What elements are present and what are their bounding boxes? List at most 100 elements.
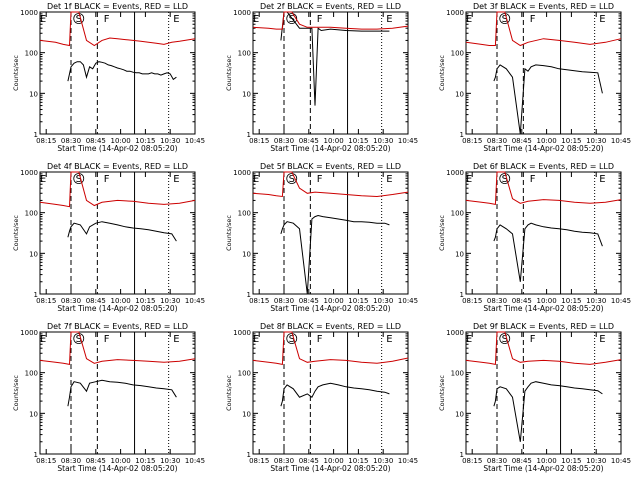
y-tick-label: 100: [25, 50, 38, 58]
series-line-2: [39, 11, 196, 47]
series-line-2: [252, 11, 409, 30]
y-tick-label: 1000: [20, 329, 38, 337]
x-tick-label: 08:15: [462, 137, 482, 145]
x-tick-label: 08:30: [61, 137, 81, 145]
y-tick-label: 10: [242, 410, 251, 418]
x-tick-label: 08:45: [86, 137, 106, 145]
y-tick-label: 10: [242, 250, 251, 258]
x-tick-label: 10:30: [586, 137, 606, 145]
chart-title: Det 7f BLACK = Events, RED = LLD: [47, 322, 188, 331]
x-tick-label: 10:15: [135, 297, 155, 305]
y-tick-label: 100: [451, 50, 464, 58]
x-tick-label: 10:15: [561, 137, 581, 145]
y-tick-label: 10: [455, 410, 464, 418]
x-axis-label: Start Time (14-Apr-02 08:05:20): [483, 304, 603, 313]
event-marker: F: [530, 334, 536, 345]
x-tick-label: 10:45: [611, 297, 631, 305]
x-tick-label: 10:00: [324, 137, 344, 145]
y-axis-label: Counts/sec: [225, 55, 233, 91]
x-tick-label: 10:45: [185, 137, 205, 145]
event-marker-circle: [286, 13, 298, 24]
y-tick-label: 1000: [20, 9, 38, 17]
series-line-1: [493, 64, 603, 135]
x-tick-label: 08:45: [512, 457, 532, 465]
y-tick-label: 1: [247, 291, 251, 299]
event-marker: E: [466, 14, 472, 25]
x-tick-label: 10:00: [111, 457, 131, 465]
event-marker: F: [317, 334, 323, 345]
series-line-1: [280, 11, 390, 106]
chart-title: Det 1f BLACK = Events, RED = LLD: [47, 2, 188, 11]
event-marker: F: [104, 334, 110, 345]
x-tick-label: 08:15: [249, 457, 269, 465]
y-tick-label: 10: [455, 250, 464, 258]
plot-frame: [39, 11, 196, 135]
chart-title: Det 8f BLACK = Events, RED = LLD: [260, 322, 401, 331]
x-tick-label: 08:30: [61, 297, 81, 305]
chart-panel-6: Det 6f BLACK = Events, RED = LLD 1 10 100 10…: [438, 162, 631, 313]
plot-frame: [465, 11, 622, 135]
x-tick-label: 10:30: [160, 457, 180, 465]
event-marker: E: [173, 14, 179, 25]
x-tick-label: 10:15: [135, 457, 155, 465]
y-axis-label: Counts/sec: [12, 375, 20, 411]
x-axis-label: Start Time (14-Apr-02 08:05:20): [483, 144, 603, 153]
y-tick-label: 1: [34, 131, 38, 139]
y-tick-label: 1: [247, 451, 251, 459]
event-marker: F: [104, 14, 110, 25]
chart-panel-7: Det 7f BLACK = Events, RED = LLD 1 10 100 10…: [12, 322, 205, 473]
chart-title: Det 3f BLACK = Events, RED = LLD: [473, 2, 614, 11]
x-tick-label: 10:00: [111, 137, 131, 145]
event-marker: F: [317, 174, 323, 185]
plot-frame: [252, 171, 409, 295]
y-tick-label: 1000: [233, 9, 251, 17]
chart-title: Det 9f BLACK = Events, RED = LLD: [473, 322, 614, 331]
event-marker: F: [317, 14, 323, 25]
x-tick-label: 08:30: [61, 457, 81, 465]
plot-frame: [39, 331, 196, 455]
y-axis-label: Counts/sec: [225, 375, 233, 411]
x-tick-label: 10:30: [586, 457, 606, 465]
x-axis-label: Start Time (14-Apr-02 08:05:20): [57, 464, 177, 473]
series-line-2: [465, 331, 622, 365]
chart-panel-4: Det 4f BLACK = Events, RED = LLD 1 10 100 10…: [12, 162, 205, 313]
y-tick-label: 1: [460, 291, 464, 299]
event-marker: E: [40, 174, 46, 185]
y-tick-label: 1000: [446, 169, 464, 177]
event-marker: F: [530, 14, 536, 25]
x-tick-label: 08:45: [299, 297, 319, 305]
x-tick-label: 08:45: [512, 137, 532, 145]
chart-panel-3: Det 3f BLACK = Events, RED = LLD 1 10 100 10…: [438, 2, 631, 153]
event-marker: E: [386, 334, 392, 345]
y-tick-label: 10: [29, 250, 38, 258]
x-tick-label: 10:30: [373, 457, 393, 465]
event-marker: S: [502, 334, 508, 345]
x-axis-label: Start Time (14-Apr-02 08:05:20): [270, 464, 390, 473]
y-tick-label: 1: [460, 451, 464, 459]
event-marker: S: [76, 14, 82, 25]
event-marker: S: [289, 14, 295, 25]
series-line-2: [39, 331, 196, 365]
x-tick-label: 10:00: [537, 297, 557, 305]
chart-title: Det 5f BLACK = Events, RED = LLD: [260, 162, 401, 171]
series-line-2: [39, 171, 196, 208]
x-tick-label: 10:45: [398, 457, 418, 465]
chart-panel-2: Det 2f BLACK = Events, RED = LLD 1 10 100 10…: [225, 2, 418, 153]
y-axis-label: Counts/sec: [225, 215, 233, 251]
x-tick-label: 08:15: [36, 297, 56, 305]
series-line-1: [67, 61, 177, 82]
series-line-1: [67, 379, 177, 407]
x-tick-label: 10:45: [398, 137, 418, 145]
x-tick-label: 10:15: [561, 457, 581, 465]
event-marker: S: [502, 174, 508, 185]
x-axis-label: Start Time (14-Apr-02 08:05:20): [270, 144, 390, 153]
y-tick-label: 1: [460, 131, 464, 139]
plot-frame: [39, 171, 196, 295]
x-tick-label: 08:45: [86, 297, 106, 305]
event-marker: E: [466, 174, 472, 185]
event-marker: S: [502, 14, 508, 25]
y-axis-label: Counts/sec: [12, 55, 20, 91]
chart-title: Det 2f BLACK = Events, RED = LLD: [260, 2, 401, 11]
plot-frame: [465, 171, 622, 295]
